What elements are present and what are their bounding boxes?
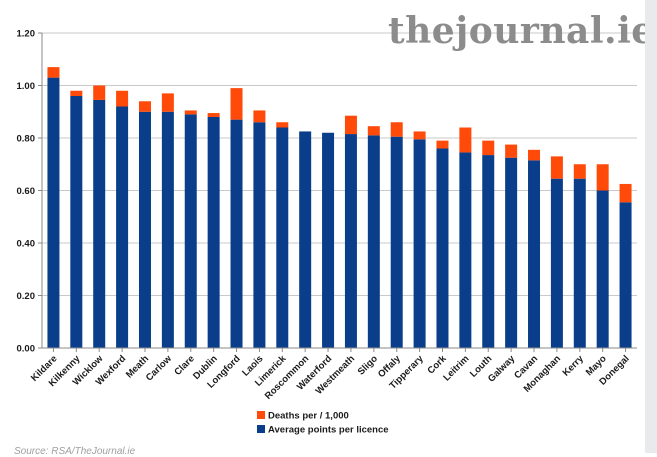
y-axis-ticks: 0.00 0.20 0.40 0.60 0.80 1.00 1.20 xyxy=(17,29,42,355)
source-note: Source: RSA/TheJournal.ie xyxy=(14,446,136,457)
bar-deaths-per-1000 xyxy=(253,110,266,123)
y-tick-label: 0.40 xyxy=(17,239,36,250)
bar-deaths-per-1000 xyxy=(390,122,403,137)
legend-swatch xyxy=(257,425,265,433)
y-tick-label: 0.00 xyxy=(17,344,36,355)
bar-average-points xyxy=(619,202,632,348)
bar-deaths-per-1000 xyxy=(482,140,495,156)
bar-average-points xyxy=(367,135,380,348)
bar-average-points xyxy=(482,155,495,348)
legend-label: Average points per licence xyxy=(268,425,389,436)
bar-deaths-per-1000 xyxy=(459,127,472,153)
bar-deaths-per-1000 xyxy=(184,110,197,115)
bar-deaths-per-1000 xyxy=(207,113,220,117)
page-scrollbar-strip xyxy=(645,0,657,453)
bar-average-points xyxy=(322,132,335,348)
bar-average-points xyxy=(596,190,609,348)
bar-deaths-per-1000 xyxy=(413,131,426,140)
bar-deaths-per-1000 xyxy=(528,149,541,161)
bar-average-points xyxy=(253,122,266,348)
bar-average-points xyxy=(138,111,151,348)
bar-deaths-per-1000 xyxy=(47,67,60,78)
bar-average-points xyxy=(299,131,312,348)
bar-average-points xyxy=(276,127,289,348)
bar-deaths-per-1000 xyxy=(550,156,563,179)
bar-average-points xyxy=(505,157,518,348)
bar-average-points xyxy=(93,99,106,348)
bar-deaths-per-1000 xyxy=(505,144,518,158)
bar-deaths-per-1000 xyxy=(70,90,83,96)
bar-deaths-per-1000 xyxy=(596,164,609,191)
legend-swatch xyxy=(257,411,265,419)
bar-deaths-per-1000 xyxy=(93,85,106,100)
bar-average-points xyxy=(528,160,541,348)
bar-average-points xyxy=(390,136,403,348)
x-category-label: Carlow xyxy=(144,353,175,384)
bar-deaths-per-1000 xyxy=(116,90,129,107)
bar-average-points xyxy=(230,119,243,348)
bar-deaths-per-1000 xyxy=(573,164,586,179)
legend-label: Deaths per / 1,000 xyxy=(268,411,349,422)
y-tick-label: 0.80 xyxy=(17,134,36,145)
y-tick-label: 0.20 xyxy=(17,291,36,302)
gridlines xyxy=(42,32,637,296)
bar-average-points xyxy=(47,77,60,348)
bar-average-points xyxy=(413,139,426,348)
bar-deaths-per-1000 xyxy=(344,115,357,135)
bar-average-points xyxy=(550,178,563,348)
bar-average-points xyxy=(184,114,197,348)
x-axis-labels: KildareKilkennyWicklowWexfordMeathCarlow… xyxy=(29,348,632,402)
legend: Deaths per / 1,000 Average points per lic… xyxy=(257,411,389,436)
bar-average-points xyxy=(70,96,83,348)
bar-average-points xyxy=(116,106,129,348)
bar-average-points xyxy=(573,178,586,348)
chart-area: 0.00 0.20 0.40 0.60 0.80 1.00 1.20 Kildare Kilk… xyxy=(14,10,655,457)
bar-deaths-per-1000 xyxy=(138,101,151,112)
bar-average-points xyxy=(207,117,220,348)
watermark-logo: thejournal.ie xyxy=(388,10,655,52)
x-category-label: Kerry xyxy=(561,353,587,379)
bar-average-points xyxy=(344,134,357,348)
bar-average-points xyxy=(459,152,472,348)
bar-deaths-per-1000 xyxy=(161,93,174,112)
bar-deaths-per-1000 xyxy=(436,140,449,149)
y-tick-label: 1.00 xyxy=(17,81,36,92)
y-tick-label: 1.20 xyxy=(17,29,36,40)
bar-deaths-per-1000 xyxy=(276,122,289,128)
stacked-bar-chart: 0.00 0.20 0.40 0.60 0.80 1.00 1.20 KildareKilk… xyxy=(17,29,637,436)
bar-deaths-per-1000 xyxy=(619,183,632,203)
bar-deaths-per-1000 xyxy=(367,126,380,136)
bars xyxy=(47,67,632,348)
bar-average-points xyxy=(436,148,449,348)
x-category-label: Leitrim xyxy=(441,353,471,383)
bar-average-points xyxy=(161,111,174,348)
y-tick-label: 0.60 xyxy=(17,186,36,197)
bar-deaths-per-1000 xyxy=(230,88,243,120)
